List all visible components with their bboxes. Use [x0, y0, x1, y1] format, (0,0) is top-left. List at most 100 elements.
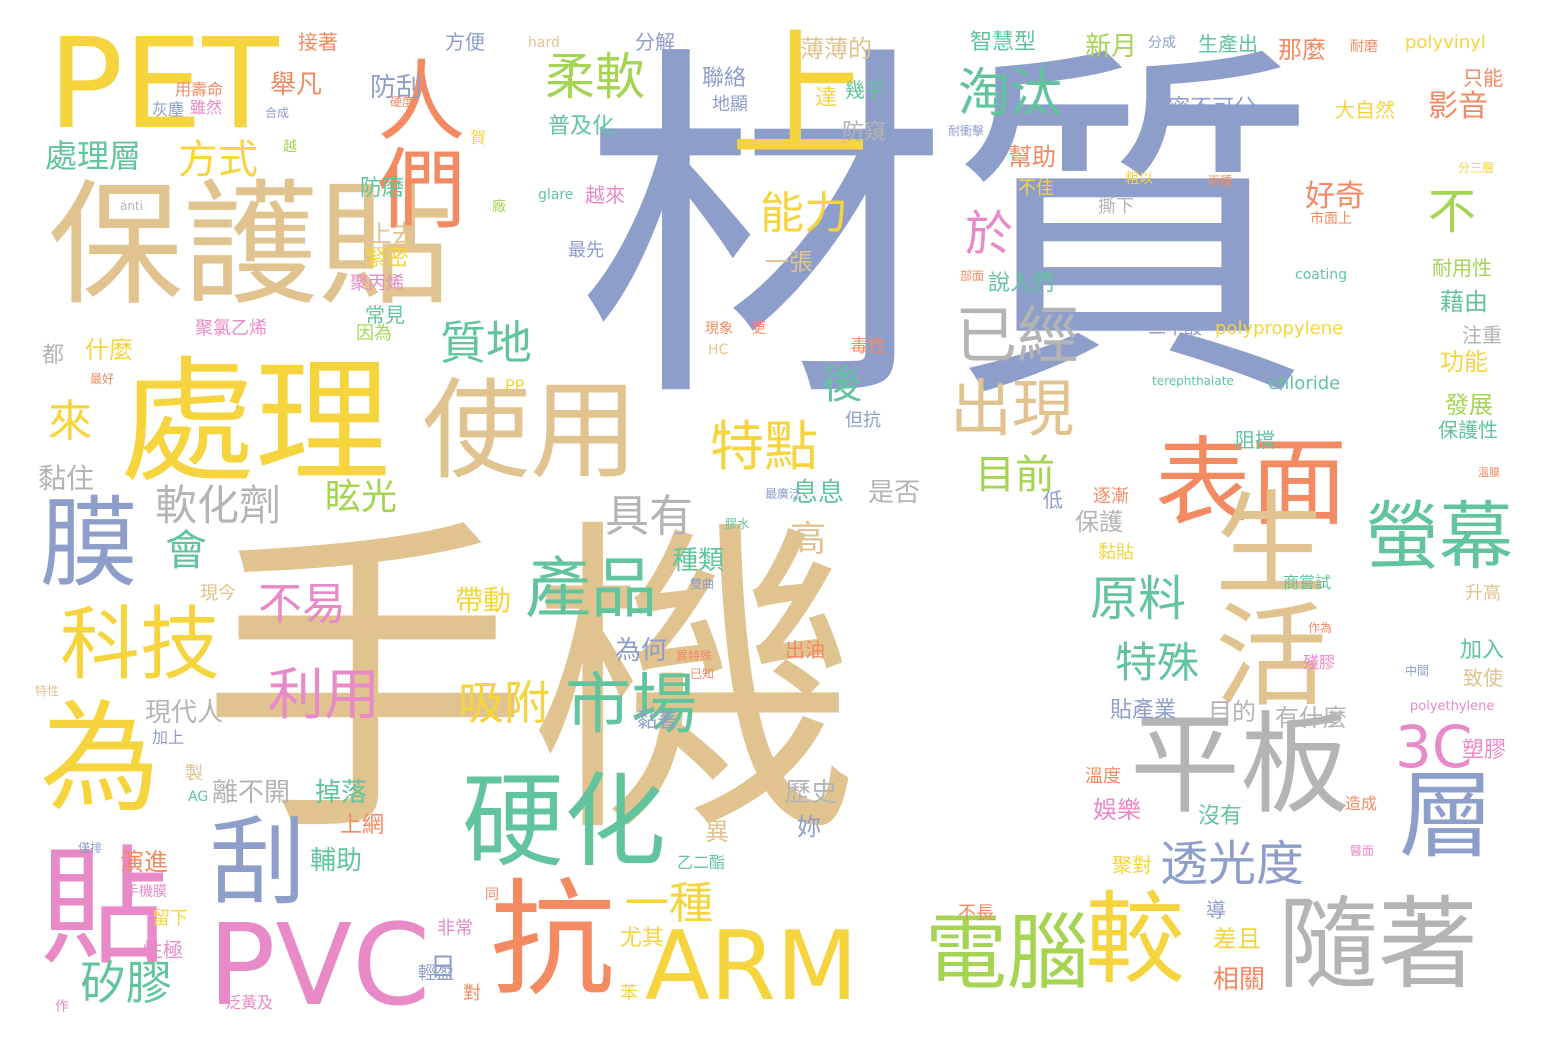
cloud-word: 一種: [625, 878, 713, 929]
cloud-word: 淘汰: [958, 64, 1063, 124]
cloud-word: 硬化: [462, 763, 666, 882]
cloud-word: 相關: [1213, 965, 1266, 995]
cloud-word: 已知: [690, 667, 715, 681]
cloud-word: 日: [430, 953, 457, 983]
cloud-word: 最好: [90, 372, 115, 386]
cloud-word: 沒有: [1198, 804, 1243, 829]
cloud-word: 3C: [1395, 713, 1473, 781]
cloud-word: 方式: [178, 137, 258, 183]
cloud-word: 離不開: [212, 778, 291, 808]
cloud-word: 帶動: [455, 584, 512, 617]
cloud-word: 科技: [60, 598, 220, 691]
cloud-word: 黏著: [637, 708, 677, 732]
cloud-word: 賀: [470, 128, 487, 147]
cloud-word: 撕下: [1098, 196, 1134, 217]
cloud-word: 歷史: [785, 778, 838, 808]
cloud-word: 影音: [1428, 89, 1488, 124]
cloud-word: 只能: [1463, 66, 1503, 90]
cloud-word: coating: [1295, 267, 1347, 283]
cloud-word: 粗以: [1125, 171, 1153, 187]
cloud-word: 異特殊: [676, 649, 713, 663]
cloud-word: 溫膜: [1478, 466, 1500, 479]
cloud-word: terephthalate: [1152, 374, 1234, 388]
cloud-word: chloride: [1268, 373, 1341, 394]
cloud-word: 耐磨: [1350, 39, 1378, 55]
cloud-word: 同: [485, 887, 499, 903]
cloud-word: 分三層: [1458, 161, 1495, 175]
cloud-word: 更: [752, 321, 766, 337]
cloud-word: 保護: [1075, 508, 1123, 536]
cloud-word: 留下: [152, 908, 188, 929]
cloud-word: 升高: [1465, 583, 1501, 604]
cloud-word: 加上: [152, 728, 185, 747]
cloud-word: 質地: [440, 316, 532, 370]
cloud-word: 殘膠: [1303, 653, 1336, 672]
cloud-word: 藉由: [1440, 288, 1488, 316]
cloud-word: 雖然: [190, 98, 223, 117]
cloud-word: 原料: [1090, 571, 1187, 627]
cloud-word: ARM: [645, 912, 858, 1022]
cloud-word: 地顯: [712, 94, 748, 115]
cloud-word: 目前: [975, 452, 1055, 498]
cloud-word: 不佳: [1018, 178, 1054, 199]
cloud-word: 平板: [1130, 701, 1350, 829]
cloud-word: 部面: [960, 269, 985, 283]
cloud-word: polypropylene: [1215, 318, 1344, 339]
cloud-word: 最先: [568, 240, 604, 261]
cloud-word: 二甲酸: [1148, 318, 1202, 339]
cloud-word: 黏住: [38, 462, 95, 495]
cloud-word: 利用: [268, 663, 380, 728]
cloud-word: 來: [48, 396, 92, 447]
cloud-word: 出油: [785, 638, 825, 662]
cloud-word: 泛黃及: [225, 993, 274, 1012]
cloud-word: 具有: [605, 491, 693, 542]
cloud-word: 不易: [258, 579, 346, 630]
cloud-word: 娛樂: [1093, 796, 1141, 824]
cloud-word: 特點: [710, 415, 818, 478]
cloud-word: 膠水: [725, 517, 750, 531]
cloud-word: hard: [528, 35, 560, 51]
cloud-word: 妳: [797, 813, 821, 841]
cloud-word: 不: [1428, 184, 1477, 240]
cloud-word: 使用: [422, 369, 639, 494]
cloud-word: AG: [188, 789, 209, 805]
cloud-word: 逐漸: [1093, 486, 1129, 507]
cloud-word: 演進: [120, 848, 168, 876]
cloud-word: 電腦: [925, 906, 1090, 1001]
cloud-word: 矽膠: [80, 956, 172, 1010]
cloud-word: 越: [283, 139, 297, 155]
cloud-word: 密不可分: [1168, 96, 1257, 121]
cloud-word: 但抗: [845, 410, 881, 431]
cloud-word: 常見: [365, 303, 405, 327]
cloud-word: 較: [1085, 881, 1185, 998]
cloud-word: 是否: [868, 478, 921, 508]
cloud-word: 溫度: [1085, 766, 1121, 787]
cloud-word: 處理: [120, 344, 390, 501]
cloud-word: 廠: [492, 199, 506, 215]
cloud-word: 作為: [1308, 621, 1333, 635]
cloud-word: 幫助: [1008, 143, 1056, 171]
cloud-word: 人們: [363, 55, 466, 231]
cloud-word: polyvinyl: [1405, 32, 1486, 53]
cloud-word: 都: [42, 343, 65, 368]
cloud-word: 層: [1383, 765, 1493, 860]
cloud-word: 異: [705, 818, 729, 846]
cloud-word: 柔軟: [545, 48, 645, 106]
cloud-word: 耐衝擊: [948, 124, 985, 138]
cloud-word: 什麼: [85, 336, 133, 364]
cloud-word: 功能: [1440, 348, 1488, 376]
cloud-word: 一張: [765, 248, 813, 276]
cloud-word: 加入: [1460, 638, 1505, 663]
cloud-word: 貼: [40, 834, 169, 983]
cloud-word: 導: [1206, 898, 1226, 922]
cloud-word: 方便: [445, 30, 485, 54]
cloud-word: 輔助: [310, 846, 363, 876]
cloud-word: 硬度: [390, 95, 415, 109]
cloud-word: 生產出: [1198, 32, 1258, 56]
cloud-word: 特殊: [1115, 638, 1200, 687]
cloud-word: 抗: [490, 868, 615, 1013]
cloud-word: 為: [40, 690, 160, 829]
cloud-word: 聚對: [1112, 853, 1152, 877]
cloud-word: polyethylene: [1410, 699, 1495, 714]
